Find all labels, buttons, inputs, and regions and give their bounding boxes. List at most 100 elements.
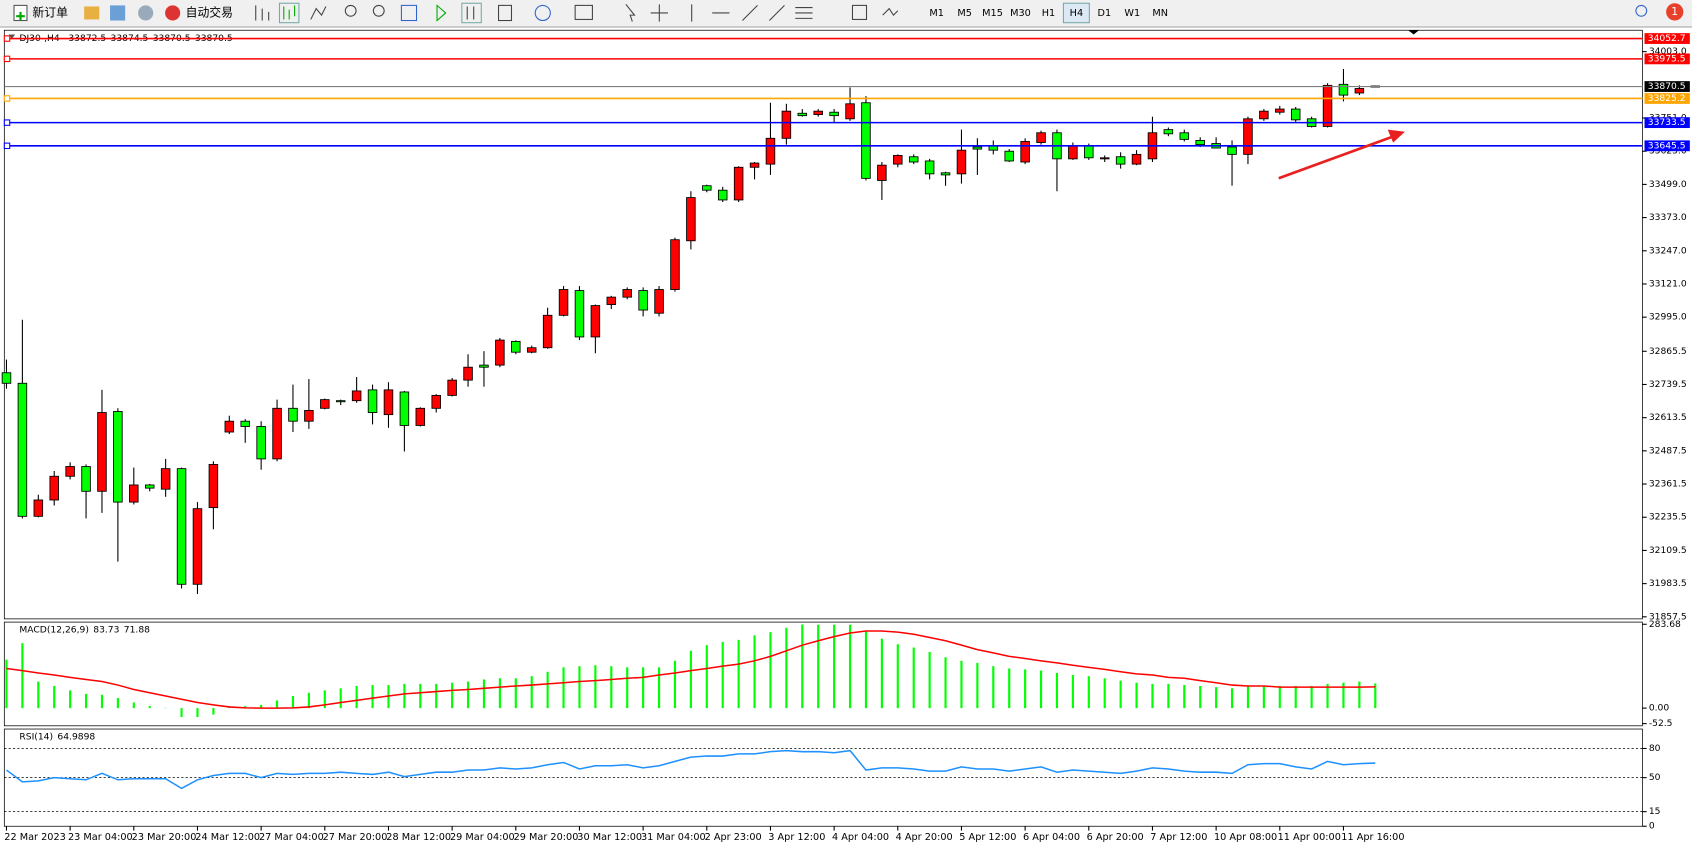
level-tag-label: 33975.5 — [1648, 53, 1686, 64]
x-tick-label: 6 Apr 20:00 — [1087, 832, 1144, 843]
icon[interactable] — [436, 4, 447, 22]
x-tick-label: 23 Mar 20:00 — [132, 832, 197, 843]
timeframe-button[interactable]: MN — [1152, 8, 1168, 19]
candle-body — [351, 390, 362, 402]
notification-badge[interactable]: 1 — [1666, 3, 1684, 21]
y-tick-label: 32865.5 — [1649, 346, 1687, 357]
icon[interactable] — [372, 4, 385, 17]
x-tick-label: 4 Apr 04:00 — [832, 832, 889, 843]
shift-marker — [1408, 30, 1419, 35]
auto-trading-label: 自动交易 — [186, 5, 233, 19]
badge-count: 1 — [1671, 5, 1678, 18]
icon[interactable] — [283, 5, 296, 20]
bid-tag-label: 33870.5 — [1648, 81, 1686, 92]
icon[interactable] — [461, 2, 482, 24]
icon[interactable] — [466, 6, 475, 20]
icon[interactable] — [110, 5, 126, 21]
y-tick-label: 32235.5 — [1649, 512, 1687, 523]
candle-body — [1068, 145, 1078, 160]
icon[interactable] — [497, 4, 513, 22]
candle-body — [240, 420, 250, 427]
candle-body — [1115, 156, 1126, 165]
x-tick-label: 27 Mar 04:00 — [259, 832, 324, 843]
y-tick-label: 31983.5 — [1649, 578, 1687, 589]
icon[interactable] — [625, 3, 636, 22]
icon[interactable] — [344, 4, 357, 17]
candle-body — [813, 110, 823, 116]
timeframe-button[interactable]: D1 — [1098, 8, 1112, 19]
candle-body — [1338, 83, 1349, 96]
candle-body — [1004, 150, 1014, 162]
arrow-head — [1387, 129, 1405, 143]
auto-trading-button[interactable]: 自动交易 — [165, 5, 233, 21]
icon[interactable] — [400, 4, 418, 22]
timeframe-bar: M1 M5 M15 M30 H1 H4 D1 W1 MN — [929, 2, 1168, 24]
level-tag — [1644, 140, 1690, 152]
candle-body — [956, 149, 967, 175]
icon[interactable] — [882, 7, 899, 16]
candle-body — [654, 289, 664, 314]
icon[interactable] — [278, 2, 300, 24]
trend-arrow — [1278, 129, 1405, 180]
icon[interactable] — [691, 4, 813, 22]
candle-body — [1, 372, 12, 384]
timeframe-button[interactable]: M1 — [929, 8, 944, 19]
candle-body — [1195, 139, 1205, 146]
candle-body — [1084, 145, 1094, 159]
candle-body — [81, 466, 91, 492]
icon[interactable] — [534, 4, 551, 22]
candle-body — [479, 364, 489, 368]
y-tick-label: 15 — [1649, 806, 1661, 817]
icon[interactable] — [138, 5, 154, 21]
toolbar — [0, 0, 1692, 28]
plot-area: 31857.5 31983.5 32109.5 32235.5 32361.5 32487… — [1, 32, 1690, 843]
y-tick-label: 32995.0 — [1649, 312, 1687, 323]
icon[interactable] — [851, 4, 868, 20]
macd-signal-line — [6, 630, 1376, 709]
icon[interactable] — [84, 6, 100, 20]
x-tick-label: 29 Mar 20:00 — [514, 832, 579, 843]
active-timeframe — [1062, 2, 1090, 24]
candle-body — [542, 314, 553, 349]
timeframe-button[interactable]: H1 — [1042, 8, 1055, 19]
timeframe-button[interactable]: W1 — [1124, 8, 1140, 19]
y-tick-label: 0.00 — [1649, 703, 1670, 714]
candle-body — [622, 289, 632, 298]
candle-body — [463, 366, 473, 381]
y-tick-label: 33247.0 — [1649, 245, 1687, 256]
x-tick-label: 24 Mar 12:00 — [195, 832, 260, 843]
candle-body — [1290, 108, 1301, 121]
header-value: 71.88 — [124, 624, 150, 635]
search-icon[interactable] — [1635, 4, 1648, 17]
x-tick-label: 7 Apr 12:00 — [1150, 832, 1207, 843]
icon — [16, 11, 25, 21]
timeframe-button[interactable]: M15 — [982, 8, 1003, 19]
level-handle — [3, 119, 11, 126]
x-tick-label: 10 Apr 08:00 — [1214, 832, 1277, 843]
timeframe-button[interactable]: H4 — [1070, 8, 1083, 19]
y-tick-label: 80 — [1649, 743, 1661, 754]
tool-icons[interactable] — [255, 2, 1648, 24]
candle-body — [1322, 84, 1333, 127]
candle-body — [113, 411, 123, 503]
candle-body — [176, 468, 187, 585]
candle-body — [1275, 108, 1285, 113]
candle-body — [1131, 153, 1142, 165]
header-value: 83.73 — [93, 624, 119, 635]
icon[interactable] — [255, 5, 270, 21]
new-order-button[interactable]: 新订单 — [13, 4, 68, 22]
candle-body — [670, 239, 680, 290]
timeframe-button[interactable]: M30 — [1010, 8, 1031, 19]
x-tick-label: 31 Mar 04:00 — [641, 832, 706, 843]
y-tick-label: 31857.5 — [1649, 611, 1687, 622]
x-tick-label: 5 Apr 12:00 — [959, 832, 1016, 843]
icon[interactable] — [310, 6, 327, 20]
icon[interactable] — [574, 4, 593, 20]
candle-body — [192, 508, 203, 585]
icon — [165, 5, 181, 21]
candle-body — [511, 340, 521, 353]
candle-body — [1227, 146, 1237, 155]
timeframe-button[interactable]: M5 — [957, 8, 972, 19]
icon[interactable] — [650, 4, 668, 22]
header-value: MACD(12,26,9) — [19, 624, 89, 635]
